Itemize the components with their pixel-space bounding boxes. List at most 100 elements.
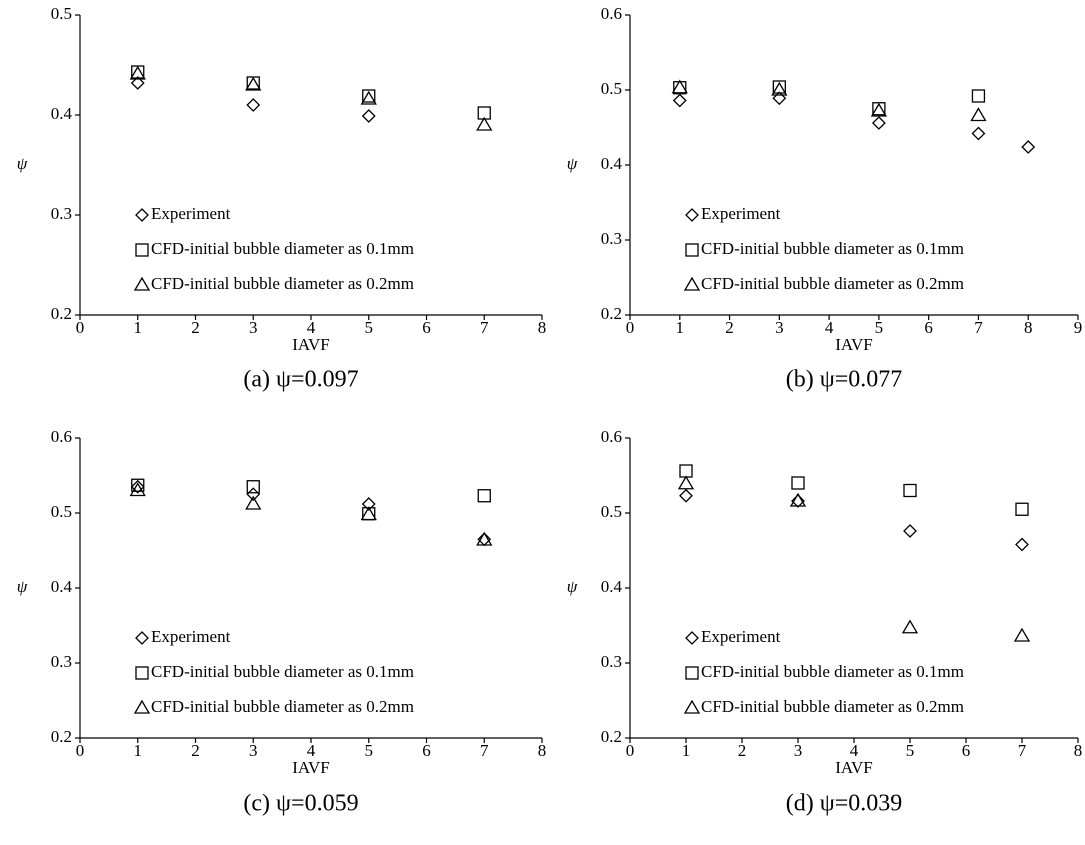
x-tick-label: 7 [974, 318, 983, 337]
x-axis-label: IAVF [292, 335, 329, 354]
triangle-marker [245, 76, 262, 91]
legend-label: CFD-initial bubble diameter as 0.1mm [701, 662, 964, 681]
legend-marker [133, 276, 151, 291]
x-tick-label: 5 [365, 741, 374, 760]
legend-label: CFD-initial bubble diameter as 0.1mm [151, 239, 414, 258]
y-tick-label: 0.5 [51, 502, 72, 521]
x-tick-label: 5 [875, 318, 884, 337]
legend-label: CFD-initial bubble diameter as 0.2mm [151, 274, 414, 293]
legend-label: Experiment [701, 204, 781, 223]
x-tick-label: 1 [134, 318, 143, 337]
x-tick-label: 7 [480, 318, 489, 337]
legend-label: CFD-initial bubble diameter as 0.1mm [701, 239, 964, 258]
diamond-marker [246, 98, 261, 112]
x-tick-label: 0 [626, 741, 635, 760]
x-tick-label: 6 [962, 741, 971, 760]
diamond-marker [903, 524, 917, 538]
y-tick-label: 0.4 [51, 577, 73, 596]
x-tick-label: 3 [775, 318, 784, 337]
diamond-marker [772, 91, 787, 106]
y-tick-label: 0.3 [601, 652, 622, 671]
square-marker [903, 483, 917, 498]
triangle-marker [789, 492, 807, 507]
y-tick-label: 0.5 [601, 502, 622, 521]
x-tick-label: 3 [794, 741, 803, 760]
x-tick-label: 2 [725, 318, 734, 337]
x-tick-label: 3 [249, 318, 258, 337]
y-tick-label: 0.4 [601, 154, 623, 173]
x-tick-label: 1 [676, 318, 685, 337]
legend-label: Experiment [701, 627, 781, 646]
y-tick-label: 0.5 [601, 79, 622, 98]
x-axis-label: IAVF [835, 335, 872, 354]
x-axis-label: IAVF [292, 758, 329, 777]
diamond-marker [361, 497, 376, 511]
x-tick-label: 1 [134, 741, 143, 760]
x-tick-label: 4 [850, 741, 859, 760]
x-tick-label: 4 [307, 741, 316, 760]
caption: (c) ψ=0.059 [243, 791, 358, 817]
triangle-marker [1013, 627, 1031, 642]
x-tick-label: 2 [738, 741, 747, 760]
triangle-marker [677, 475, 695, 490]
legend-label: CFD-initial bubble diameter as 0.2mm [701, 697, 964, 716]
square-marker [772, 80, 786, 94]
x-tick-label: 0 [76, 318, 85, 337]
legend-marker [685, 243, 699, 257]
square-marker [1015, 502, 1029, 516]
triangle-marker [129, 482, 146, 497]
y-tick-label: 0.2 [51, 304, 72, 323]
triangle-marker [129, 65, 146, 80]
triangle-marker [476, 116, 493, 131]
diamond-marker [1021, 140, 1036, 154]
diamond-marker [361, 109, 376, 123]
square-marker [679, 464, 693, 478]
triangle-marker [901, 619, 919, 634]
triangle-marker [970, 107, 987, 122]
y-tick-label: 0.3 [51, 652, 72, 671]
x-tick-label: 3 [249, 741, 258, 760]
x-tick-label: 2 [191, 318, 200, 337]
diamond-marker [130, 76, 145, 90]
y-axis-label: ψ [567, 577, 578, 596]
triangle-marker [671, 79, 688, 94]
triangle-marker [771, 81, 788, 96]
y-tick-label: 0.5 [51, 4, 72, 23]
diamond-marker [672, 93, 687, 108]
square-marker [791, 476, 805, 490]
x-tick-label: 5 [906, 741, 915, 760]
x-tick-label: 4 [307, 318, 316, 337]
legend-marker [133, 699, 151, 714]
triangle-marker [245, 495, 262, 510]
y-tick-label: 0.6 [601, 427, 622, 446]
x-tick-label: 4 [825, 318, 834, 337]
legend-label: Experiment [151, 204, 231, 223]
y-tick-label: 0.3 [51, 204, 72, 223]
x-tick-label: 5 [365, 318, 374, 337]
y-tick-label: 0.3 [601, 229, 622, 248]
x-tick-label: 0 [626, 318, 635, 337]
y-tick-label: 0.2 [51, 727, 72, 746]
legend-marker [685, 631, 699, 645]
caption: (d) ψ=0.039 [786, 791, 903, 817]
x-tick-label: 7 [480, 741, 489, 760]
legend-marker [135, 243, 149, 257]
y-tick-label: 0.6 [51, 427, 72, 446]
y-tick-label: 0.2 [601, 304, 622, 323]
x-axis-label: IAVF [835, 758, 872, 777]
x-tick-label: 0 [76, 741, 85, 760]
legend-label: CFD-initial bubble diameter as 0.2mm [151, 697, 414, 716]
legend-label: Experiment [151, 627, 231, 646]
diamond-marker [1015, 537, 1029, 552]
legend-marker [685, 666, 699, 680]
legend-marker [135, 631, 149, 645]
x-tick-label: 8 [1024, 318, 1033, 337]
legend-marker [685, 208, 699, 222]
legend-marker [135, 208, 149, 222]
diamond-marker [679, 488, 693, 503]
square-marker [477, 489, 491, 503]
square-marker [971, 89, 986, 103]
x-tick-label: 6 [422, 318, 431, 337]
diamond-marker [130, 479, 145, 494]
